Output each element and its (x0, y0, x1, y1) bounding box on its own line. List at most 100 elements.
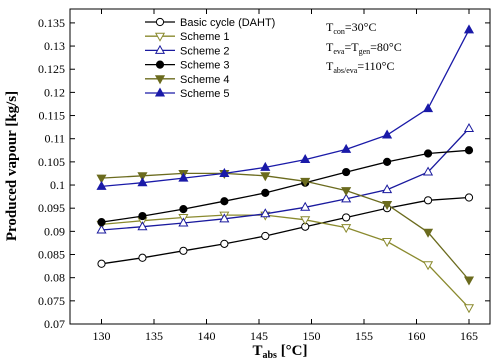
y-ticks: 0.07 0.075 0.08 0.085 0.09 0.095 0.1 0.105 0.11 0… (38, 16, 490, 331)
condition-label: Tabs/eva=110°C (326, 59, 394, 75)
data-point (341, 224, 352, 234)
series-layer (96, 24, 475, 314)
data-point (464, 146, 474, 155)
series-line (101, 214, 470, 309)
legend-marker (155, 17, 165, 27)
legend-item: Basic cycle (DAHT) (145, 17, 275, 29)
x-tick-label: 150 (303, 329, 321, 343)
series-3 (96, 122, 475, 234)
data-point (96, 224, 107, 234)
data-point (382, 200, 393, 211)
data-point (137, 172, 148, 182)
legend-marker (154, 32, 166, 42)
legend-label: Basic cycle (DAHT) (180, 17, 275, 29)
data-point (300, 216, 311, 226)
data-point (261, 188, 270, 198)
data-point (382, 238, 393, 248)
x-tick-label: 145 (250, 329, 268, 343)
series-line (101, 172, 470, 281)
data-point (423, 196, 433, 205)
data-point (342, 167, 351, 177)
y-axis-title: Produced vapour [kg/s] (4, 91, 20, 241)
data-point (219, 167, 230, 177)
legend-label: Scheme 3 (180, 60, 230, 72)
condition-text: =T (344, 40, 359, 54)
data-point (97, 217, 106, 227)
legend-label: Scheme 2 (180, 45, 230, 57)
x-axis-title-unit: [°C] (277, 343, 308, 359)
legend-marker (154, 75, 166, 85)
series-6 (96, 24, 475, 190)
legend-item: Scheme 4 (145, 74, 230, 86)
x-tick-label: 155 (355, 329, 373, 343)
x-tick-label: 165 (460, 329, 478, 343)
y-tick-label: 0.12 (44, 85, 65, 99)
data-point (260, 161, 271, 171)
y-tick-label: 0.09 (44, 224, 65, 238)
x-tick-label: 135 (145, 329, 163, 343)
y-tick-label: 0.085 (38, 248, 65, 262)
y-tick-label: 0.11 (44, 132, 65, 146)
y-tick-label: 0.115 (38, 109, 65, 123)
data-point (463, 122, 475, 133)
data-point (97, 259, 106, 268)
data-point (179, 205, 188, 214)
data-point (423, 149, 433, 158)
legend-item: Scheme 3 (145, 60, 230, 72)
plot-area (69, 8, 491, 325)
data-point (179, 246, 188, 255)
condition-subscript: con (333, 27, 345, 36)
y-tick-label: 0.07 (44, 317, 65, 331)
condition-subscript: gen (359, 47, 371, 56)
series-2 (96, 211, 475, 314)
data-point (463, 24, 475, 34)
y-tick-label: 0.08 (44, 271, 65, 285)
data-point (342, 213, 351, 222)
data-point (96, 180, 107, 190)
series-4 (97, 146, 474, 227)
data-point (341, 193, 352, 203)
data-point (383, 157, 392, 166)
series-line (101, 149, 470, 223)
data-point (260, 208, 271, 218)
data-point (463, 276, 475, 286)
condition-text: =30°C (345, 20, 377, 34)
data-point (219, 213, 230, 223)
series-line (101, 29, 470, 188)
y-tick-label: 0.1 (50, 178, 65, 192)
data-point (341, 143, 352, 153)
data-point (220, 197, 229, 206)
condition-text: T (326, 40, 334, 54)
data-point (422, 166, 434, 176)
legend-item: Scheme 1 (145, 31, 230, 43)
data-point (178, 217, 189, 227)
series-line (101, 196, 470, 265)
data-point (382, 184, 393, 194)
data-point (300, 154, 311, 164)
legend: Basic cycle (DAHT) Scheme 1 Scheme 2 Scheme… (145, 17, 275, 100)
condition-subscript: abs/eva (333, 66, 357, 75)
x-axis-title: Tabs [°C] (252, 343, 307, 360)
condition-text: =110°C (357, 59, 394, 73)
series-line (101, 128, 470, 231)
condition-text: T (326, 59, 334, 73)
data-point (137, 177, 148, 187)
condition-label: Tcon=30°C (326, 20, 376, 36)
legend-item: Scheme 2 (145, 44, 230, 57)
data-point (300, 177, 311, 187)
legend-marker (155, 60, 165, 69)
y-tick-label: 0.135 (38, 16, 65, 30)
data-point (138, 211, 147, 221)
data-point (422, 228, 434, 238)
legend-marker (154, 44, 166, 54)
data-point (178, 172, 189, 182)
x-axis-title-sub: abs (262, 350, 277, 360)
data-point (220, 239, 229, 248)
data-point (464, 193, 474, 202)
y-tick-label: 0.075 (38, 294, 65, 308)
condition-subscript: eva (333, 47, 345, 56)
data-point (300, 201, 311, 211)
x-axis-title-main: T (252, 343, 262, 359)
